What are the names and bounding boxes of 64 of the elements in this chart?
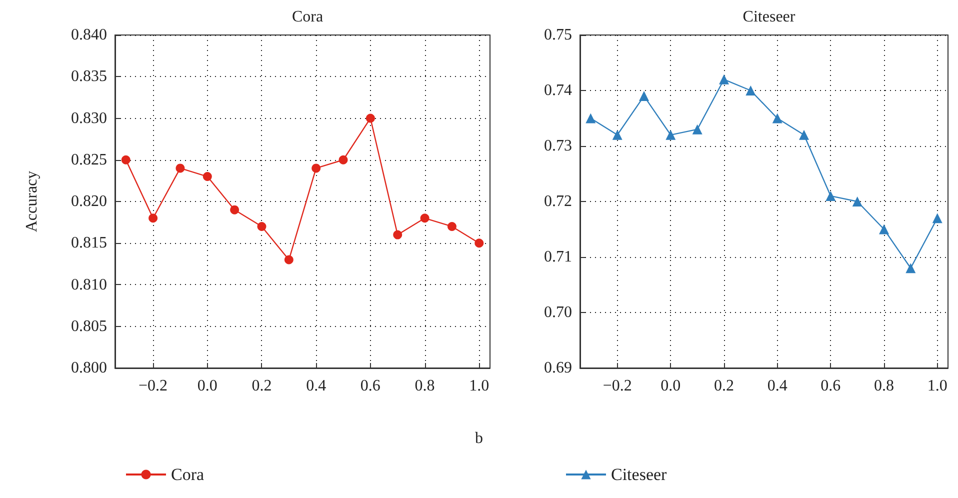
y-tick-label: 0.70	[544, 304, 572, 321]
point	[420, 214, 430, 223]
point	[393, 230, 402, 240]
x-tick-label: 0.2	[714, 378, 734, 394]
x-tick-label: 0.2	[252, 378, 272, 394]
point	[666, 130, 676, 140]
point	[852, 196, 862, 206]
point	[772, 113, 782, 124]
x-tick-label: 0.0	[660, 378, 681, 394]
x-tick-label: 0.8	[414, 378, 435, 394]
point	[906, 263, 916, 274]
y-tick-label: 0.840	[71, 26, 107, 44]
point	[148, 214, 158, 223]
x-tick-label: 1.0	[927, 378, 948, 394]
point	[284, 255, 294, 264]
legend-label: Citeseer	[611, 465, 668, 484]
y-tick-label: 0.69	[544, 360, 572, 376]
x-tick-label: 0.4	[306, 378, 326, 394]
point	[312, 164, 321, 173]
y-tick-label: 0.825	[71, 151, 107, 168]
y-tick-label: 0.75	[544, 26, 572, 44]
point	[366, 114, 375, 123]
point	[879, 224, 889, 234]
y-tick-label: 0.830	[71, 110, 107, 127]
point	[692, 124, 702, 134]
legend-label: Cora	[171, 465, 204, 484]
y-tick-label: 0.820	[71, 193, 107, 210]
y-tick-label: 0.805	[71, 318, 107, 335]
x-tick-label: 0.8	[874, 378, 894, 394]
point	[176, 164, 185, 173]
y-tick-label: 0.815	[71, 234, 107, 252]
point	[826, 190, 836, 201]
x-tick-label: 0.0	[197, 378, 218, 394]
point	[746, 86, 756, 96]
point	[230, 205, 240, 214]
point	[447, 222, 456, 231]
x-tick-label: 0.6	[820, 378, 841, 394]
y-tick-label: 0.810	[71, 276, 107, 294]
y-axis-title: Accuracy	[24, 170, 40, 232]
y-tick-label: 0.800	[71, 360, 107, 376]
point	[121, 155, 130, 164]
x-tick-label: 0.4	[767, 378, 788, 394]
point	[639, 91, 649, 102]
point	[612, 130, 622, 140]
y-tick-label: 0.835	[71, 68, 107, 86]
y-tick-label: 0.71	[544, 248, 572, 266]
point	[586, 113, 596, 124]
point	[338, 155, 348, 164]
y-tick-label: 0.72	[544, 193, 572, 210]
x-tick-label: 1.0	[469, 378, 490, 394]
point	[202, 172, 212, 182]
point	[932, 213, 942, 224]
text: b	[474, 430, 484, 448]
chart-title: Cora	[292, 8, 324, 26]
y-tick-label: 0.73	[544, 138, 572, 154]
point	[257, 222, 266, 231]
point	[474, 238, 484, 248]
y-tick-label: 0.74	[544, 82, 572, 99]
point	[799, 130, 809, 140]
chart-title: Citeseer	[742, 8, 796, 26]
x-tick-label: −0.2	[138, 378, 168, 394]
x-tick-label: 0.6	[360, 378, 380, 394]
x-tick-label: −0.2	[602, 378, 632, 394]
point	[719, 74, 729, 84]
